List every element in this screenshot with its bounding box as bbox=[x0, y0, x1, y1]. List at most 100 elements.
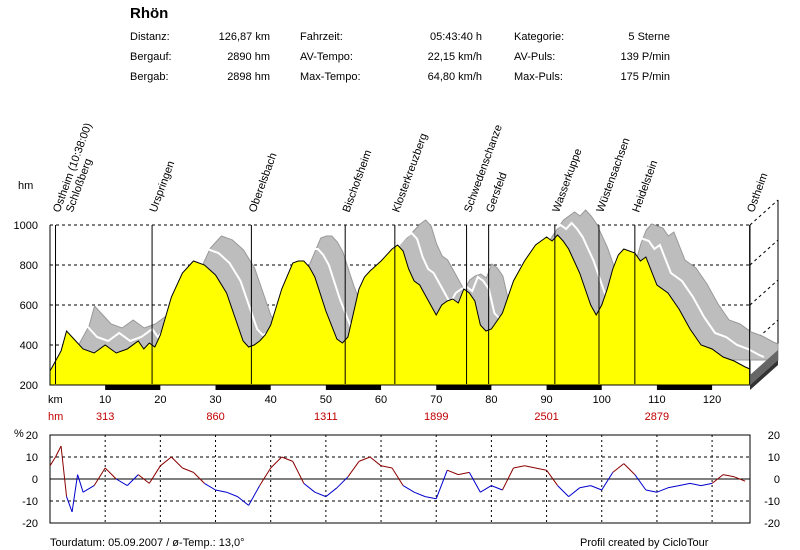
grade-line-segment bbox=[391, 467, 404, 486]
gridline-3d bbox=[749, 279, 779, 306]
stat-label: Bergauf: bbox=[130, 51, 172, 63]
waypoint-label: Wasserkuppe bbox=[550, 147, 584, 214]
grade-tick-label-right: 10 bbox=[768, 452, 780, 464]
grade-line-segment bbox=[733, 476, 746, 482]
grade-tick-label-right: 0 bbox=[774, 474, 780, 486]
grade-line-segment bbox=[182, 467, 194, 473]
grade-line-segment bbox=[689, 482, 702, 487]
cumulative-climb-label: 2501 bbox=[534, 411, 558, 423]
waypoint-label: Ostheim bbox=[745, 171, 770, 214]
gridline-3d bbox=[749, 239, 779, 266]
grade-line-segment bbox=[137, 474, 150, 484]
grade-line-segment bbox=[148, 465, 161, 484]
cumulative-climb-label: 313 bbox=[96, 411, 114, 423]
grade-line-segment bbox=[579, 485, 591, 489]
y-tick-label: 400 bbox=[20, 340, 38, 352]
grade-line-segment bbox=[546, 469, 559, 486]
stat-value: 175 P/min bbox=[620, 71, 670, 83]
grade-line-segment bbox=[104, 467, 117, 480]
grade-line-segment bbox=[325, 487, 338, 497]
grade-line-segment bbox=[557, 485, 569, 497]
grade-line-segment bbox=[623, 463, 636, 475]
grade-line-segment bbox=[513, 465, 525, 469]
y-axis-unit-label: hm bbox=[18, 180, 33, 192]
cumulative-climb-label: 1899 bbox=[424, 411, 448, 423]
cumulative-climb-label: 2879 bbox=[645, 411, 669, 423]
x-tick-label: 50 bbox=[320, 394, 332, 406]
stat-label: AV-Tempo: bbox=[300, 51, 353, 63]
grade-line-segment bbox=[369, 456, 382, 467]
y-tick-label: 600 bbox=[20, 300, 38, 312]
grade-line-segment bbox=[491, 485, 503, 491]
waypoint-label: Gersfeld bbox=[484, 171, 509, 214]
grade-line-segment bbox=[215, 489, 227, 493]
grade-line-segment bbox=[678, 482, 691, 487]
grade-line-segment bbox=[292, 461, 305, 484]
grade-line-segment bbox=[435, 470, 448, 499]
grade-line-segment bbox=[380, 465, 393, 469]
grade-line-segment bbox=[193, 472, 205, 484]
stat-value: 139 P/min bbox=[620, 51, 670, 63]
waypoint-label: Wüstensachsen bbox=[595, 136, 633, 214]
grade-line-segment bbox=[656, 487, 669, 493]
x-tick-label: 30 bbox=[209, 394, 221, 406]
stat-label: Distanz: bbox=[130, 31, 170, 43]
gridline-3d bbox=[749, 199, 779, 226]
y-tick-label: 800 bbox=[20, 260, 38, 272]
grade-line-segment bbox=[60, 445, 68, 497]
grade-line-segment bbox=[93, 467, 106, 486]
grade-line-segment bbox=[303, 483, 316, 493]
grade-line-segment bbox=[524, 465, 536, 469]
grade-line-segment bbox=[259, 467, 272, 486]
x-tick-label: 110 bbox=[648, 394, 666, 406]
grade-line-segment bbox=[55, 445, 62, 458]
stat-value: 2890 hm bbox=[227, 51, 270, 63]
grade-line-segment bbox=[402, 485, 415, 493]
x-tick-label: 120 bbox=[703, 394, 721, 406]
grade-line-segment bbox=[281, 456, 293, 462]
grade-line-segment bbox=[347, 461, 360, 478]
x-tick-label: 70 bbox=[430, 394, 442, 406]
grade-line-segment bbox=[66, 496, 73, 513]
cumulative-climb-label: 860 bbox=[206, 411, 224, 423]
stat-value: 126,87 km bbox=[218, 31, 270, 43]
grade-tick-label-right: -10 bbox=[764, 496, 780, 508]
grade-line-segment bbox=[590, 485, 602, 491]
stat-label: Bergab: bbox=[130, 71, 169, 83]
waypoint-label: Heidelstein bbox=[630, 159, 660, 214]
waypoint-label: Bischofsheim bbox=[341, 148, 375, 214]
footer-credit: Profil created by CicloTour bbox=[580, 537, 709, 549]
grade-line-segment bbox=[226, 491, 238, 498]
stat-value: 2898 hm bbox=[227, 71, 270, 83]
grade-line-segment bbox=[535, 467, 547, 471]
grade-line-segment bbox=[336, 476, 349, 489]
grade-line-segment bbox=[248, 485, 261, 506]
grade-line-segment bbox=[82, 485, 95, 493]
x-tick-label: 90 bbox=[540, 394, 552, 406]
grade-line-segment bbox=[723, 474, 735, 478]
tour-title: Rhön bbox=[130, 5, 169, 22]
grade-line-segment bbox=[645, 489, 658, 493]
grade-line-segment bbox=[425, 496, 437, 500]
cumulative-climb-label: 1311 bbox=[314, 411, 338, 423]
grade-line-segment bbox=[447, 469, 459, 476]
km-scale-segment bbox=[325, 385, 382, 390]
grade-tick-label-right: 20 bbox=[768, 430, 780, 442]
stat-value: 22,15 km/h bbox=[427, 51, 482, 63]
x-tick-label: 40 bbox=[265, 394, 277, 406]
grade-line-segment bbox=[77, 474, 84, 493]
x-tick-label: 20 bbox=[154, 394, 166, 406]
km-scale-segment bbox=[105, 385, 161, 390]
grade-axis-unit-label: % bbox=[14, 428, 24, 440]
grade-line-segment bbox=[568, 487, 580, 497]
grade-line-segment bbox=[480, 485, 492, 493]
grade-line-segment bbox=[115, 478, 128, 487]
grade-line-segment bbox=[468, 472, 481, 493]
grade-tick-label-left: 0 bbox=[32, 474, 38, 486]
floor-slab-side bbox=[750, 350, 778, 385]
grade-line-segment bbox=[458, 471, 470, 476]
grade-line-segment bbox=[237, 496, 249, 506]
stat-label: Max-Puls: bbox=[514, 71, 563, 83]
km-scale-segment bbox=[656, 385, 713, 390]
grade-tick-label-left: 10 bbox=[26, 452, 38, 464]
